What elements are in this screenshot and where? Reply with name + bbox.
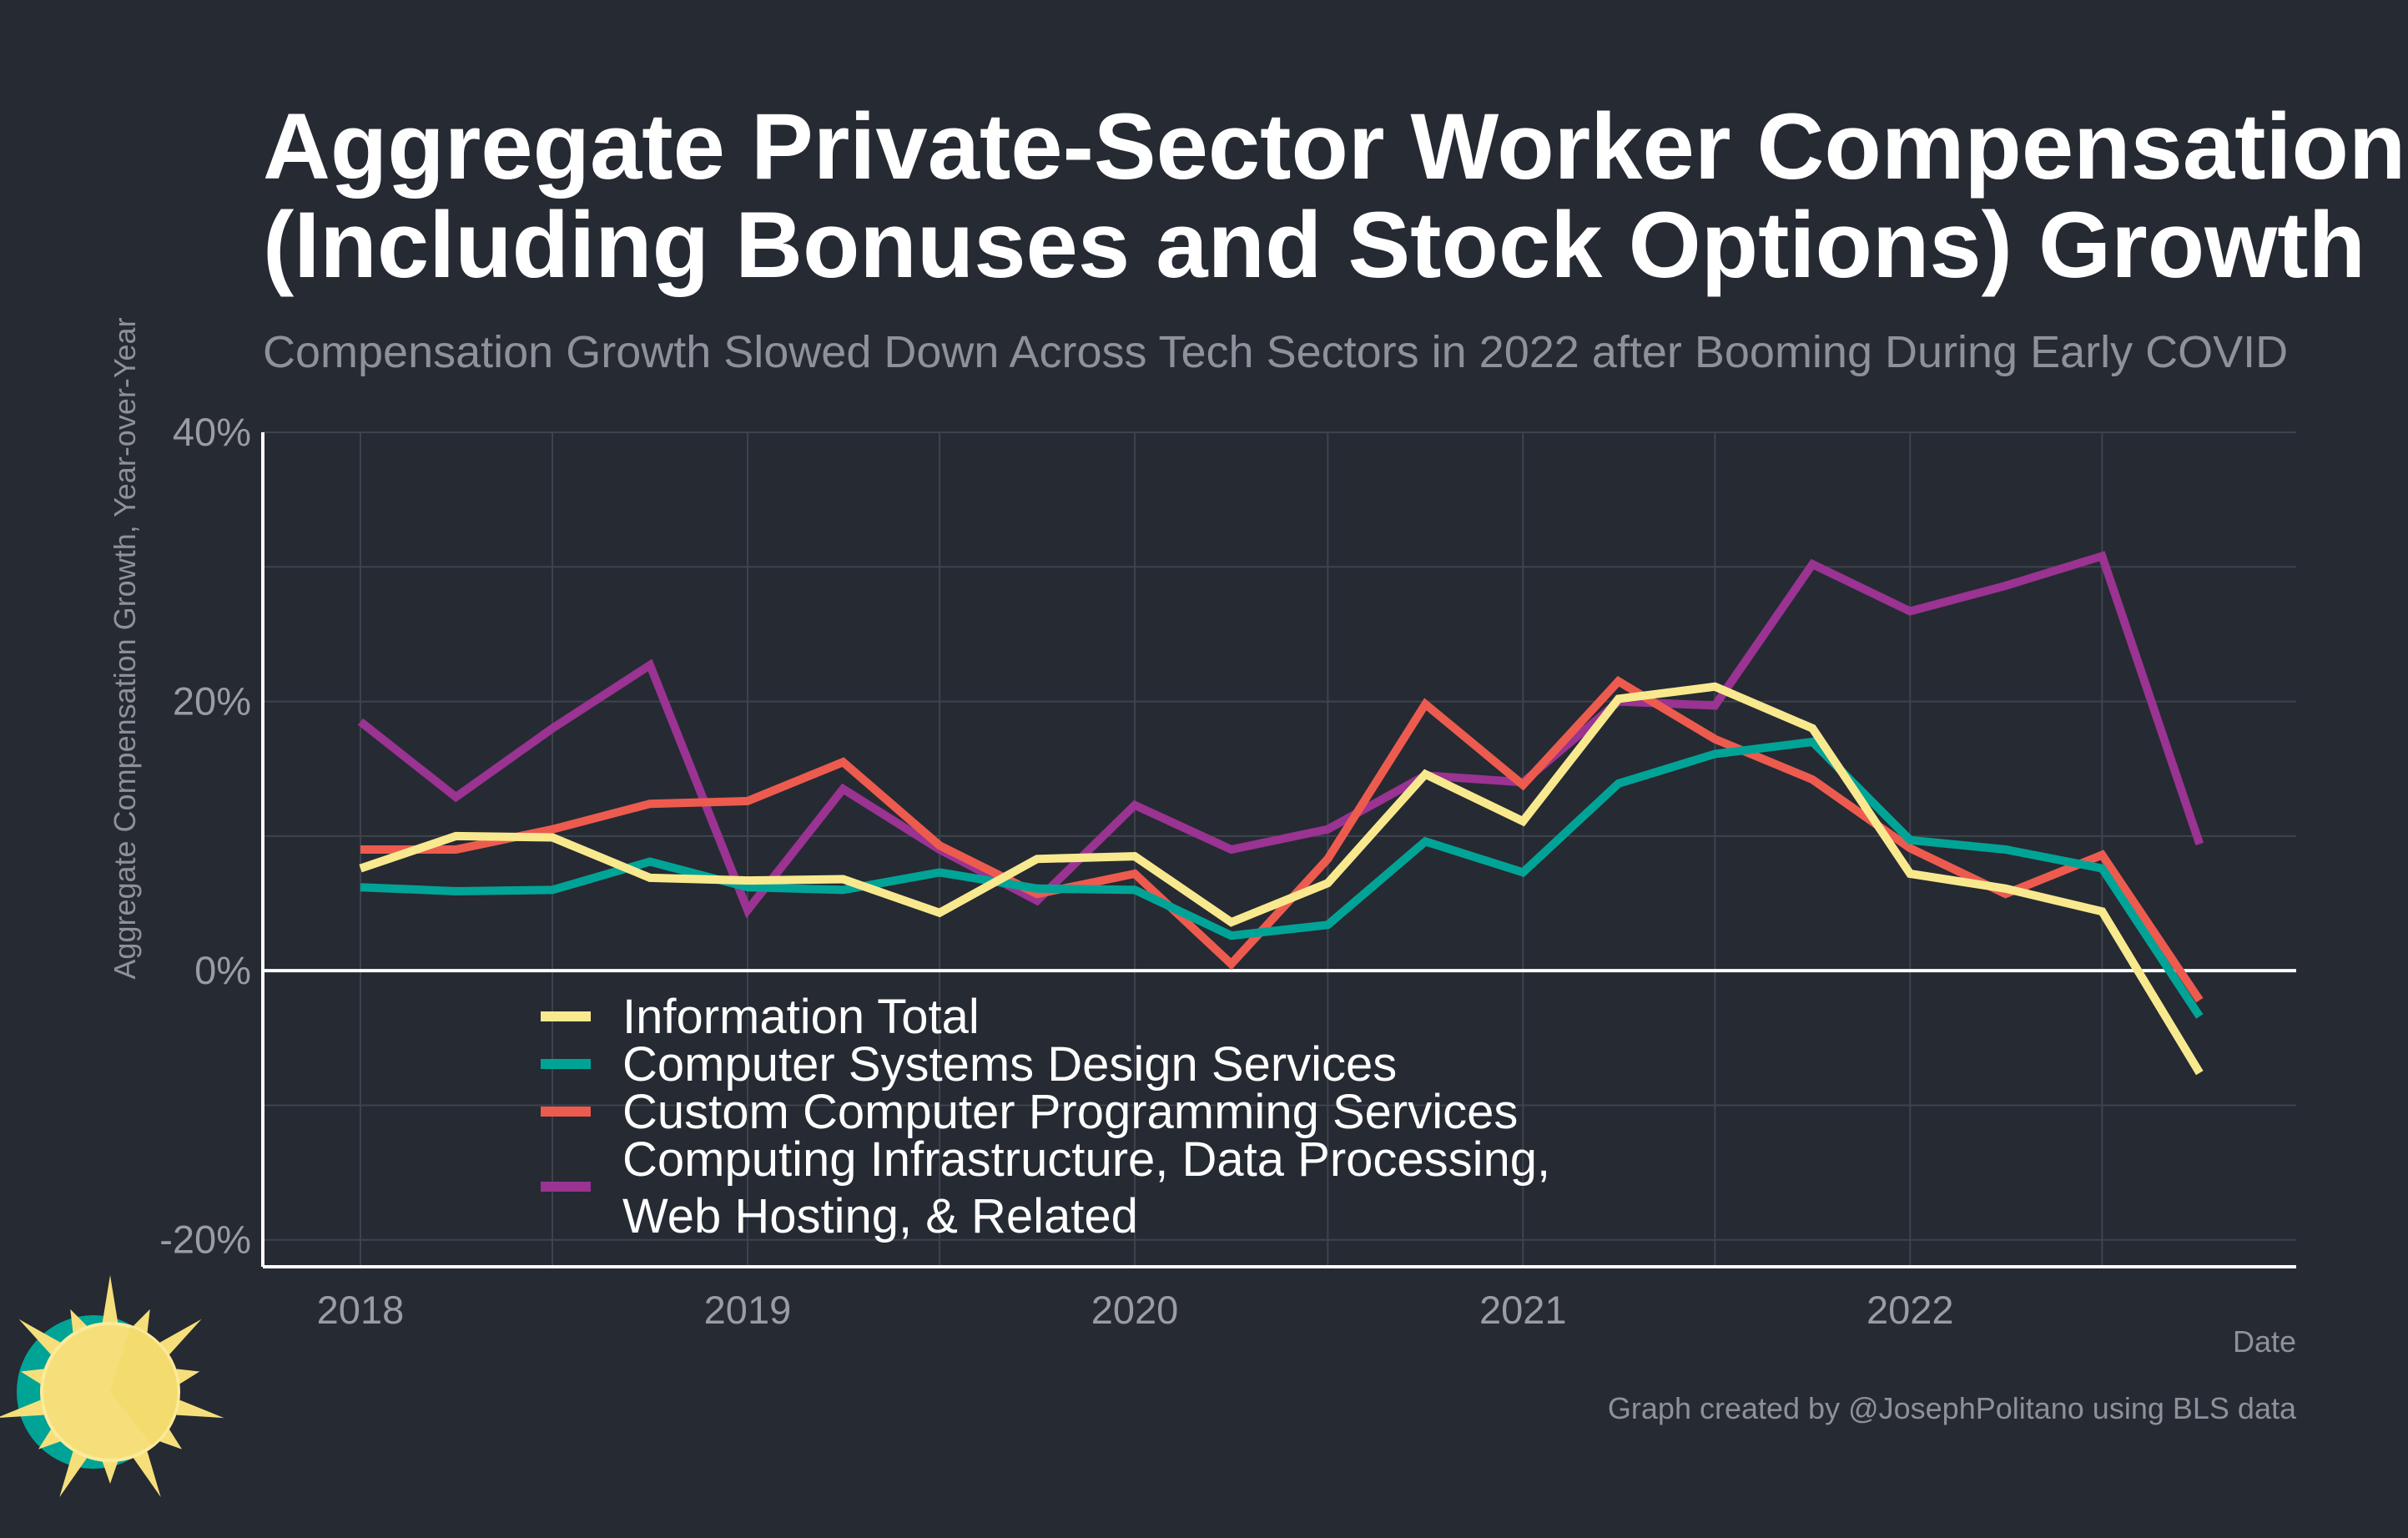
logo-rays	[0, 1275, 224, 1498]
logo-ray	[102, 1275, 118, 1323]
y-axis-title: Aggregate Compensation Growth, Year-over…	[108, 317, 142, 979]
source-caption: Graph created by @JosephPolitano using B…	[1608, 1391, 2297, 1425]
x-tick-label: 2022	[1866, 1288, 1954, 1332]
x-tick-labels: 2018 2019 2020 2021 2022	[317, 1288, 1954, 1332]
legend-label: Web Hosting, & Related	[622, 1189, 1138, 1243]
y-tick-labels: -20% 0% 20% 40%	[159, 410, 251, 1262]
logo-ray	[70, 1309, 88, 1333]
x-tick-label: 2018	[317, 1288, 405, 1332]
logo-ray	[133, 1309, 150, 1333]
x-axis-title: Date	[2233, 1324, 2296, 1359]
x-tick-label: 2021	[1479, 1288, 1567, 1332]
logo-ray	[20, 1369, 44, 1384]
logo-ray	[38, 1429, 61, 1450]
logo-ray	[18, 1319, 61, 1355]
sun-logo-icon	[0, 1275, 224, 1498]
x-tick-label: 2020	[1091, 1288, 1179, 1332]
legend-label: Custom Computer Programming Services	[622, 1085, 1518, 1139]
logo-sun-shade	[110, 1327, 178, 1445]
chart-title-line-1: Aggregate Private-Sector Worker Compensa…	[263, 94, 2405, 199]
chart-title-line-2: (Including Bonuses and Stock Options) Gr…	[263, 193, 2365, 297]
x-tick-label: 2019	[704, 1288, 792, 1332]
series-line-custom-programming	[360, 676, 2204, 1003]
y-tick-label: 40%	[173, 410, 251, 454]
logo-ray	[159, 1319, 202, 1355]
logo-ray	[102, 1461, 118, 1484]
legend-label: Information Total	[622, 990, 980, 1044]
logo-ray	[176, 1369, 200, 1384]
series-line-computing-infrastructure	[357, 551, 2204, 919]
y-tick-label: 20%	[173, 679, 251, 724]
series-lines	[357, 551, 2204, 1076]
logo-ray	[133, 1451, 161, 1498]
legend-label: Computer Systems Design Services	[622, 1037, 1397, 1092]
axes	[261, 432, 2296, 1268]
series-line-information-total	[359, 682, 2204, 1076]
logo-ray	[59, 1451, 88, 1498]
series-line-computer-systems-design	[360, 737, 2204, 1019]
chart-subtitle: Compensation Growth Slowed Down Across T…	[263, 327, 2288, 377]
logo-ray	[159, 1429, 183, 1450]
logo-ray	[176, 1399, 224, 1419]
y-tick-label: -20%	[159, 1218, 251, 1262]
y-tick-label: 0%	[194, 948, 251, 992]
legend-label: Computing Infrastructure, Data Processin…	[622, 1132, 1550, 1187]
logo-ray	[0, 1399, 44, 1418]
